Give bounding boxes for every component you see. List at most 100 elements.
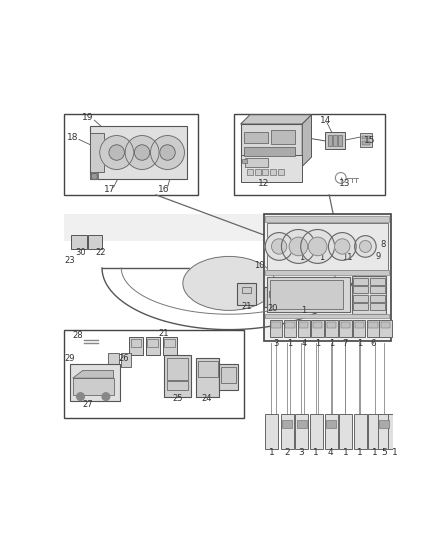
Bar — [327, 322, 336, 328]
Bar — [245, 158, 268, 167]
Bar — [352, 276, 386, 314]
Text: 4: 4 — [328, 448, 334, 457]
Bar — [353, 303, 368, 310]
Bar — [298, 320, 310, 336]
Bar — [265, 314, 389, 318]
Bar — [353, 287, 368, 294]
Bar — [247, 168, 253, 175]
Bar — [237, 284, 256, 305]
Text: 1: 1 — [392, 448, 398, 457]
Text: 9: 9 — [375, 252, 380, 261]
Bar — [234, 114, 385, 195]
Text: 19: 19 — [82, 114, 94, 123]
Text: 6: 6 — [371, 339, 376, 348]
Bar — [379, 320, 392, 336]
Bar — [242, 287, 251, 294]
Bar — [354, 414, 367, 449]
Bar — [353, 320, 365, 336]
Bar — [353, 295, 368, 302]
Text: 24: 24 — [201, 394, 212, 403]
Text: 30: 30 — [75, 248, 86, 257]
Bar — [339, 414, 352, 449]
Circle shape — [360, 240, 371, 253]
Bar — [269, 291, 277, 297]
Bar — [64, 329, 244, 418]
Bar — [310, 414, 323, 449]
Bar — [339, 320, 352, 336]
Bar — [282, 421, 292, 428]
Bar — [314, 239, 330, 255]
Text: 1: 1 — [319, 254, 324, 262]
Bar — [272, 130, 294, 144]
Bar — [360, 133, 371, 147]
Circle shape — [102, 393, 110, 400]
Bar — [368, 322, 378, 328]
Bar — [333, 135, 337, 146]
Bar — [270, 168, 276, 175]
Circle shape — [100, 135, 134, 169]
Text: 14: 14 — [320, 116, 331, 125]
Bar — [198, 361, 218, 377]
Bar — [265, 414, 279, 449]
Bar — [367, 320, 379, 336]
Bar — [370, 278, 385, 285]
Bar — [355, 322, 364, 328]
Text: 1: 1 — [299, 254, 304, 262]
Bar — [167, 358, 187, 379]
Circle shape — [355, 236, 376, 257]
Bar — [370, 287, 385, 294]
Bar — [240, 124, 302, 166]
Polygon shape — [302, 115, 311, 166]
Bar — [284, 320, 296, 336]
Circle shape — [91, 173, 97, 180]
Circle shape — [77, 393, 85, 400]
Bar — [285, 322, 294, 328]
Bar — [240, 155, 302, 182]
Text: 11: 11 — [342, 254, 352, 262]
Text: 1: 1 — [301, 306, 307, 315]
Bar — [265, 270, 389, 275]
Bar — [325, 320, 338, 336]
Bar — [353, 278, 368, 285]
Bar — [311, 320, 324, 336]
Bar — [294, 284, 314, 308]
Circle shape — [160, 145, 175, 160]
Bar — [270, 280, 343, 309]
Bar — [270, 320, 282, 336]
Bar — [244, 147, 294, 156]
Bar — [91, 173, 98, 180]
Bar — [163, 336, 177, 355]
Text: 1: 1 — [357, 339, 362, 348]
Text: 21: 21 — [241, 302, 252, 311]
Bar — [326, 421, 336, 428]
Bar — [341, 322, 350, 328]
Text: 8: 8 — [381, 240, 386, 249]
Circle shape — [109, 145, 124, 160]
Bar — [325, 132, 345, 149]
Bar — [91, 126, 187, 180]
Bar — [368, 414, 381, 449]
Bar — [196, 358, 219, 397]
Bar — [297, 421, 307, 428]
Ellipse shape — [183, 256, 276, 310]
Text: 23: 23 — [64, 256, 75, 265]
Bar — [148, 339, 158, 346]
Text: 3: 3 — [273, 339, 279, 348]
Bar — [299, 322, 308, 328]
Bar — [295, 414, 308, 449]
Bar — [272, 322, 281, 328]
Bar — [361, 141, 370, 145]
Text: 10: 10 — [254, 261, 265, 270]
Text: 20: 20 — [267, 304, 277, 312]
Text: 26: 26 — [118, 353, 129, 362]
Text: 1: 1 — [268, 448, 274, 457]
Circle shape — [301, 230, 335, 263]
Bar — [71, 235, 87, 249]
Bar — [219, 364, 237, 391]
Bar — [131, 339, 141, 346]
Bar — [378, 414, 391, 449]
Bar — [267, 223, 388, 270]
Text: 16: 16 — [158, 185, 170, 194]
Polygon shape — [240, 115, 311, 124]
Text: 15: 15 — [364, 136, 376, 146]
